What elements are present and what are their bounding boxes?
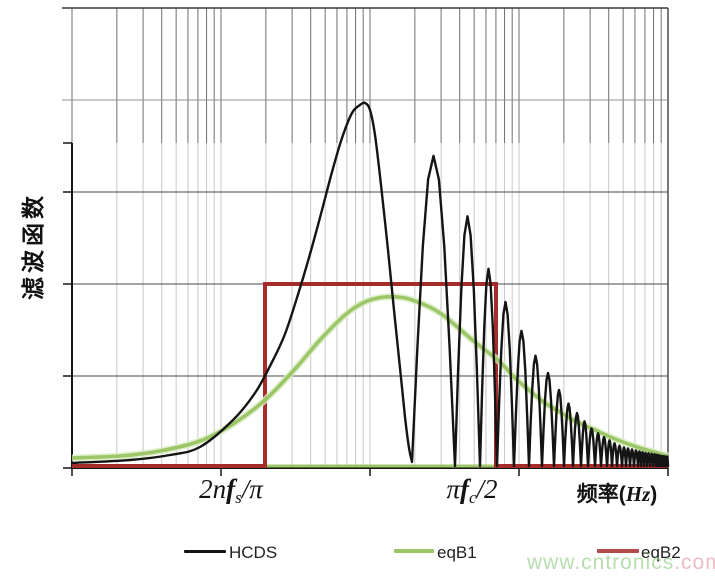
legend-line-eqb2 bbox=[597, 549, 639, 553]
x-axis-title: 频率(Hz) bbox=[576, 482, 658, 506]
legend-line-eqb1 bbox=[394, 549, 434, 553]
legend-label-eqb1: eqB1 bbox=[437, 543, 477, 562]
x-tick-label-pifc-2: πfc/2 bbox=[446, 474, 498, 507]
y-axis-title: 滤波函数 bbox=[20, 192, 46, 300]
x-tick-label-2nfs-pi: 2nfs/π bbox=[199, 474, 263, 507]
legend-label-hcds: HCDS bbox=[229, 543, 278, 562]
watermark: www.cntronics.com bbox=[527, 551, 715, 574]
legend-line-hcds bbox=[184, 550, 226, 553]
legend-label-eqb2: eqB2 bbox=[641, 543, 681, 562]
